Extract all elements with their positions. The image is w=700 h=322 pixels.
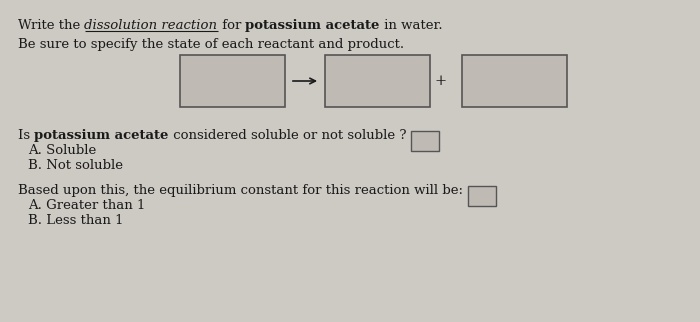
Text: potassium acetate: potassium acetate	[34, 129, 169, 142]
Text: considered soluble or not soluble ?: considered soluble or not soluble ?	[169, 129, 406, 142]
Bar	[412, 131, 440, 151]
Bar	[180, 55, 285, 107]
Text: Based upon this, the equilibrium constant for this reaction will be:: Based upon this, the equilibrium constan…	[18, 184, 463, 197]
Text: for: for	[218, 19, 245, 32]
Bar	[462, 55, 567, 107]
Text: Be sure to specify the state of each reactant and product.: Be sure to specify the state of each rea…	[18, 38, 404, 51]
Text: A. Greater than 1: A. Greater than 1	[28, 199, 146, 212]
Bar	[468, 186, 496, 206]
Text: B. Not soluble: B. Not soluble	[28, 159, 123, 172]
Text: Write the: Write the	[18, 19, 85, 32]
Text: A. Soluble: A. Soluble	[28, 144, 97, 157]
Text: potassium acetate: potassium acetate	[245, 19, 379, 32]
Bar	[325, 55, 430, 107]
Text: B. Less than 1: B. Less than 1	[28, 214, 123, 227]
Text: Is: Is	[18, 129, 34, 142]
Text: dissolution reaction: dissolution reaction	[85, 19, 218, 32]
Text: +: +	[435, 74, 447, 88]
Text: in water.: in water.	[379, 19, 442, 32]
